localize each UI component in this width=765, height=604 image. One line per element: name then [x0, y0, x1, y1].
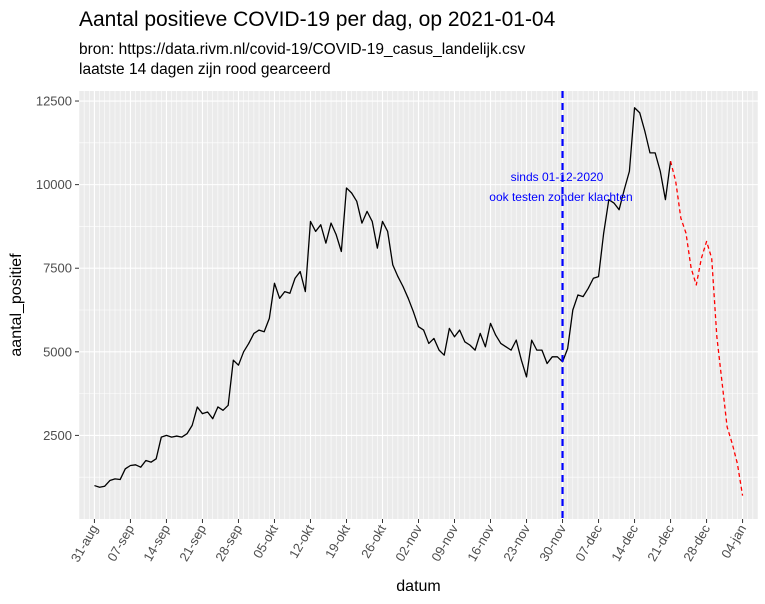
chart-subtitle-line-1: bron: https://data.rivm.nl/covid-19/COVI…	[79, 41, 526, 58]
x-tick-label: 12-okt	[286, 522, 317, 561]
x-tick-label: 23-nov	[500, 522, 533, 564]
x-tick-label: 28-dec	[680, 522, 713, 564]
x-tick-label: 21-sep	[176, 522, 209, 564]
x-tick-label: 26-okt	[358, 522, 389, 561]
y-tick-label: 10000	[36, 177, 72, 192]
chart-subtitle-line-2: laatste 14 dagen zijn rood gearceerd	[79, 61, 331, 78]
series-line-daily-positive	[94, 107, 672, 488]
x-tick-label: 14-dec	[608, 522, 641, 564]
x-tick-label: 04-jan	[718, 522, 749, 561]
x-tick-label: 02-nov	[392, 522, 425, 564]
y-tick-label: 12500	[36, 94, 72, 109]
x-tick-label: 16-nov	[464, 522, 497, 564]
y-tick-label: 2500	[43, 428, 72, 443]
x-tick-label: 07-dec	[572, 522, 605, 564]
y-axis-title: aantal_positief	[8, 253, 25, 357]
series-line-last-14-days	[669, 161, 744, 496]
x-axis-title: datum	[396, 578, 440, 595]
y-tick-label: 5000	[43, 344, 72, 359]
y-tick-label: 7500	[43, 261, 72, 276]
x-tick-label: 19-okt	[322, 522, 353, 561]
x-tick-label: 07-sep	[104, 522, 137, 564]
x-tick-label: 21-dec	[644, 522, 677, 564]
annotation-line-2: ook testen zonder klachten	[489, 190, 632, 204]
x-tick-label: 31-aug	[68, 522, 101, 565]
x-tick-label: 30-nov	[536, 522, 569, 564]
annotation-line-1: sinds 01-12-2020	[511, 170, 604, 184]
x-tick-label: 09-nov	[428, 522, 461, 564]
x-tick-label: 28-sep	[212, 522, 245, 564]
x-tick-label: 05-okt	[250, 522, 281, 561]
chart-title: Aantal positieve COVID-19 per dag, op 20…	[79, 8, 556, 31]
x-tick-label: 14-sep	[140, 522, 173, 564]
